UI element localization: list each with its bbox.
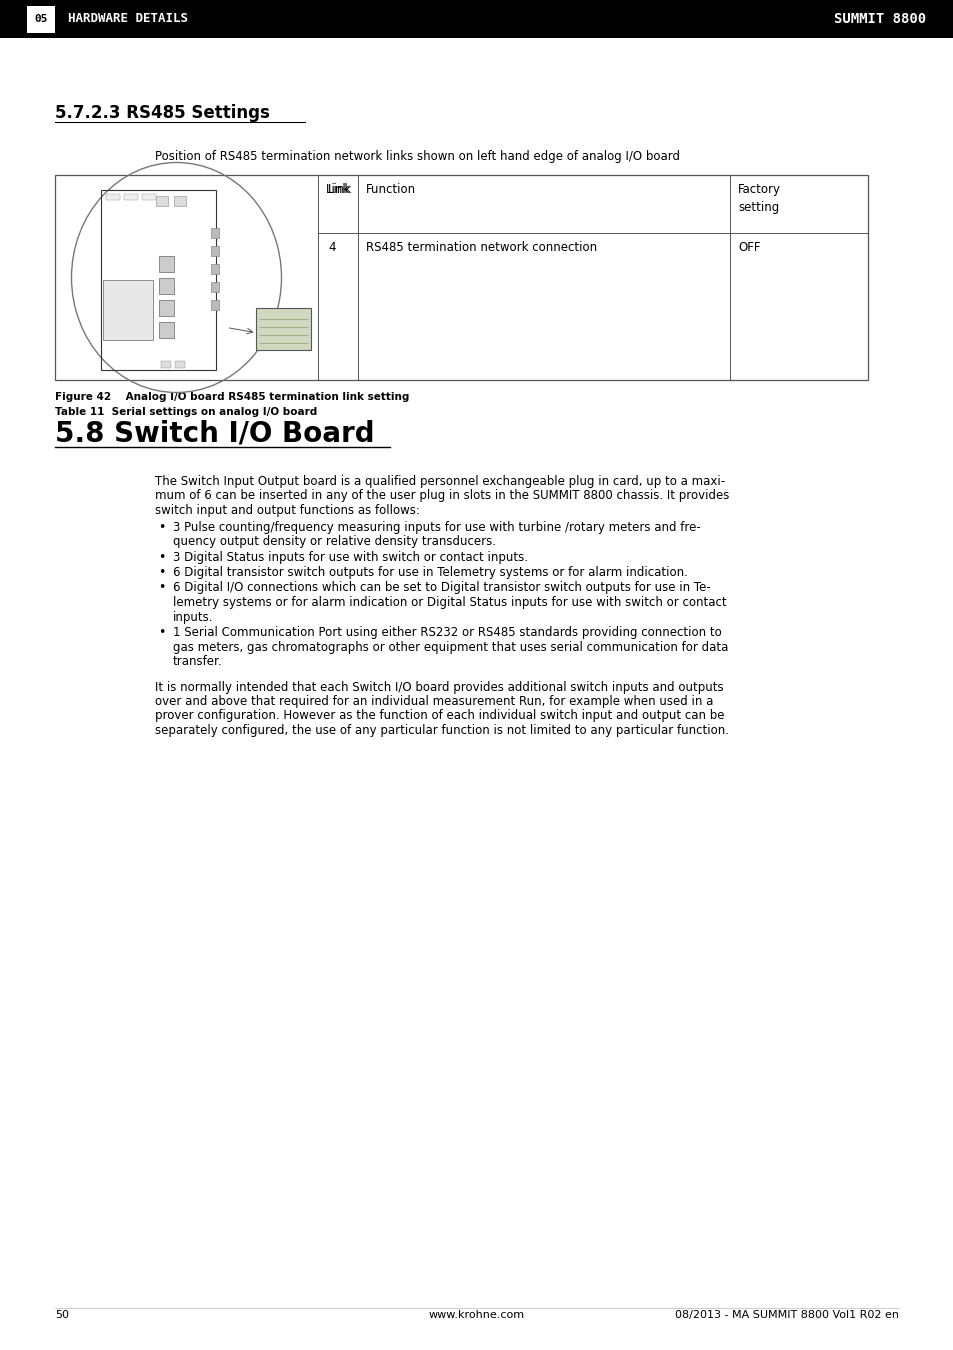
Bar xyxy=(159,278,174,293)
Text: •: • xyxy=(158,521,165,533)
Text: Figure 42    Analog I/O board RS485 termination link setting: Figure 42 Analog I/O board RS485 termina… xyxy=(55,392,409,402)
Bar xyxy=(159,255,174,271)
Text: 6 Digital transistor switch outputs for use in Telemetry systems or for alarm in: 6 Digital transistor switch outputs for … xyxy=(172,566,687,579)
Bar xyxy=(107,193,120,200)
Text: 08/2013 - MA SUMMIT 8800 Vol1 R02 en: 08/2013 - MA SUMMIT 8800 Vol1 R02 en xyxy=(675,1310,898,1320)
Bar xyxy=(159,300,174,316)
Text: 6 Digital I/O connections which can be set to Digital transistor switch outputs : 6 Digital I/O connections which can be s… xyxy=(172,582,710,594)
Text: quency output density or relative density transducers.: quency output density or relative densit… xyxy=(172,535,496,548)
Text: •: • xyxy=(158,626,165,639)
Text: •: • xyxy=(158,582,165,594)
Bar xyxy=(175,360,185,367)
Text: Table 11  Serial settings on analog I/O board: Table 11 Serial settings on analog I/O b… xyxy=(55,406,317,417)
Text: •: • xyxy=(158,551,165,563)
Bar xyxy=(212,246,219,255)
Text: Function: Function xyxy=(366,184,416,196)
Text: The Switch Input Output board is a qualified personnel exchangeable plug in card: The Switch Input Output board is a quali… xyxy=(154,475,724,487)
Bar xyxy=(212,282,219,292)
Text: Position of RS485 termination network links shown on left hand edge of analog I/: Position of RS485 termination network li… xyxy=(154,150,679,163)
Text: Link: Link xyxy=(328,184,352,196)
Text: 4: 4 xyxy=(328,242,335,254)
Text: over and above that required for an individual measurement Run, for example when: over and above that required for an indi… xyxy=(154,695,713,707)
Text: transfer.: transfer. xyxy=(172,655,222,668)
Text: gas meters, gas chromatographs or other equipment that uses serial communication: gas meters, gas chromatographs or other … xyxy=(172,640,727,653)
Bar xyxy=(125,193,138,200)
Text: www.krohne.com: www.krohne.com xyxy=(429,1310,524,1320)
Bar xyxy=(212,228,219,238)
Text: inputs.: inputs. xyxy=(172,610,213,624)
Text: Factory
setting: Factory setting xyxy=(738,184,781,215)
Bar xyxy=(212,300,219,309)
Text: 3 Pulse counting/frequency measuring inputs for use with turbine /rotary meters : 3 Pulse counting/frequency measuring inp… xyxy=(172,521,700,533)
Text: 50: 50 xyxy=(55,1310,69,1320)
Bar xyxy=(142,193,156,200)
Bar xyxy=(101,189,216,370)
Bar xyxy=(103,279,153,339)
Text: 5.7.2.3 RS485 Settings: 5.7.2.3 RS485 Settings xyxy=(55,104,270,122)
Text: It is normally intended that each Switch I/O board provides additional switch in: It is normally intended that each Switch… xyxy=(154,680,723,694)
Bar xyxy=(27,5,55,32)
Text: prover configuration. However as the function of each individual switch input an: prover configuration. However as the fun… xyxy=(154,710,723,722)
Bar xyxy=(174,196,186,205)
Bar xyxy=(0,0,953,38)
Text: 05: 05 xyxy=(34,15,48,24)
Text: 3 Digital Status inputs for use with switch or contact inputs.: 3 Digital Status inputs for use with swi… xyxy=(172,551,527,563)
Text: lemetry systems or for alarm indication or Digital Status inputs for use with sw: lemetry systems or for alarm indication … xyxy=(172,595,726,609)
Bar xyxy=(212,263,219,274)
Text: mum of 6 can be inserted in any of the user plug in slots in the SUMMIT 8800 cha: mum of 6 can be inserted in any of the u… xyxy=(154,490,729,502)
Text: •: • xyxy=(158,566,165,579)
Bar xyxy=(55,176,867,379)
Text: switch input and output functions as follows:: switch input and output functions as fol… xyxy=(154,504,419,517)
Text: 1 Serial Communication Port using either RS232 or RS485 standards providing conn: 1 Serial Communication Port using either… xyxy=(172,626,721,639)
Text: OFF: OFF xyxy=(738,242,760,254)
Bar xyxy=(161,360,172,367)
Bar xyxy=(256,308,312,350)
Text: HARDWARE DETAILS: HARDWARE DETAILS xyxy=(68,12,188,26)
Text: Link: Link xyxy=(326,184,350,196)
Bar xyxy=(159,321,174,338)
Text: separately configured, the use of any particular function is not limited to any : separately configured, the use of any pa… xyxy=(154,724,728,737)
Text: RS485 termination network connection: RS485 termination network connection xyxy=(366,242,597,254)
Text: 5.8 Switch I/O Board: 5.8 Switch I/O Board xyxy=(55,418,375,447)
Bar xyxy=(156,196,169,205)
Text: SUMMIT 8800: SUMMIT 8800 xyxy=(833,12,925,26)
